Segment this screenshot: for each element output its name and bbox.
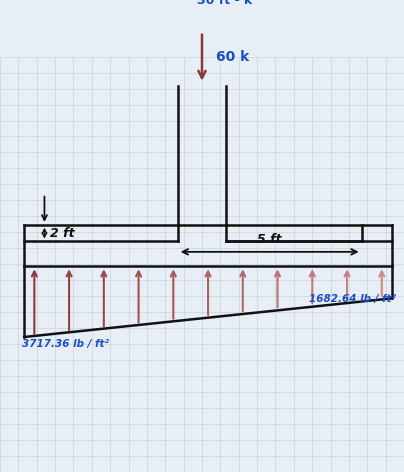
Text: 1682.64 lb / ft²: 1682.64 lb / ft² xyxy=(309,294,396,304)
Text: 5 ft: 5 ft xyxy=(257,234,282,246)
Text: 2 ft: 2 ft xyxy=(50,227,75,240)
Text: 30 ft - k: 30 ft - k xyxy=(198,0,252,7)
Text: 60 k: 60 k xyxy=(216,50,249,64)
Text: 3717.36 lb / ft²: 3717.36 lb / ft² xyxy=(22,339,109,349)
